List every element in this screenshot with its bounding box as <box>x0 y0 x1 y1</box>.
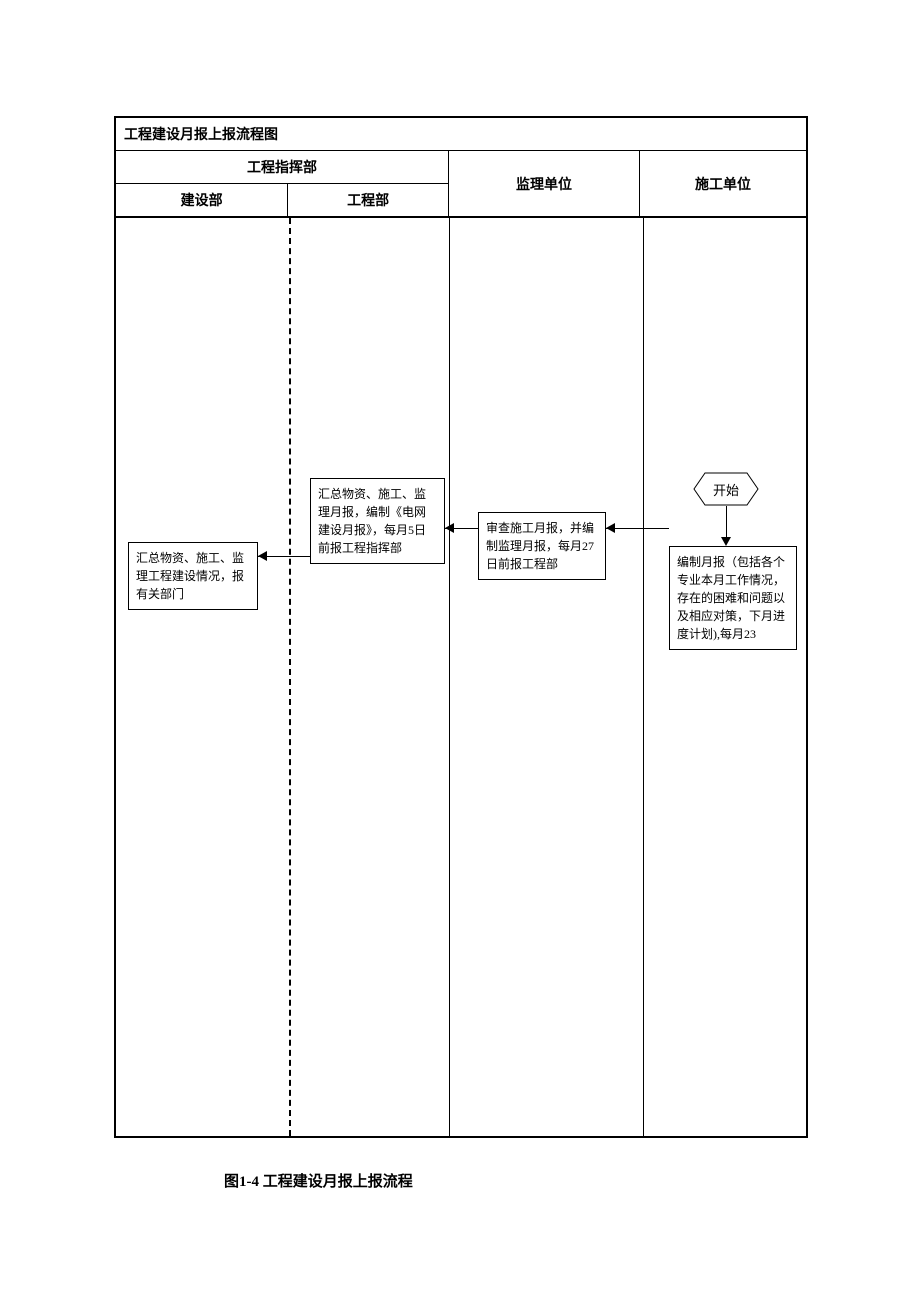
lane-divider <box>643 218 644 1136</box>
header-col3: 监理单位 <box>449 151 640 218</box>
node-summary-grid: 汇总物资、施工、监理月报，编制《电网建设月报》，每月5日前报工程指挥部 <box>310 478 445 564</box>
header-group: 工程指挥部 <box>115 151 449 184</box>
header-col2: 工程部 <box>288 184 449 218</box>
swimlane-header: 工程建设月报上报流程图 工程指挥部 监理单位 施工单位 建设部 工程部 <box>114 116 808 218</box>
header-col1: 建设部 <box>115 184 288 218</box>
node-compile-report: 编制月报（包括各个专业本月工作情况，存在的困难和问题以及相应对策，下月进度计划)… <box>669 546 797 650</box>
lane-divider <box>449 218 450 1136</box>
lane-divider-dashed <box>289 218 291 1136</box>
figure-caption: 图1-4 工程建设月报上报流程 <box>114 1170 808 1191</box>
swimlane-body: 开始 编制月报（包括各个专业本月工作情况，存在的困难和问题以及相应对策，下月进度… <box>114 218 808 1138</box>
start-node: 开始 <box>693 472 759 506</box>
diagram-container: 工程建设月报上报流程图 工程指挥部 监理单位 施工单位 建设部 工程部 开始 编… <box>114 116 808 1138</box>
diagram-title: 工程建设月报上报流程图 <box>115 117 807 151</box>
start-label: 开始 <box>713 480 739 499</box>
node-summary-dept: 汇总物资、施工、监理工程建设情况，报有关部门 <box>128 542 258 610</box>
node-review-report: 审查施工月报，并编制监理月报，每月27日前报工程部 <box>478 512 606 580</box>
header-col4: 施工单位 <box>640 151 808 218</box>
